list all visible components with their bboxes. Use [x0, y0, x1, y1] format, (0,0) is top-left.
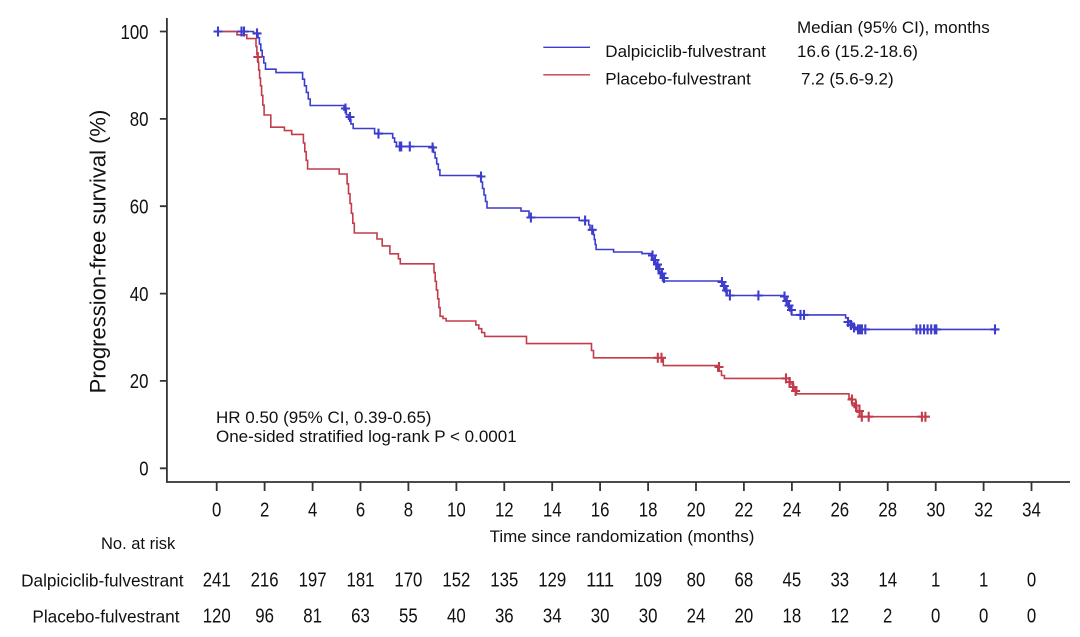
svg-text:16.6 (15.2-18.6): 16.6 (15.2-18.6) — [797, 42, 918, 61]
svg-text:4: 4 — [308, 500, 317, 522]
svg-text:40: 40 — [447, 605, 466, 627]
svg-text:60: 60 — [130, 197, 149, 219]
svg-text:6: 6 — [356, 500, 365, 522]
svg-text:12: 12 — [830, 605, 849, 627]
svg-text:8: 8 — [404, 500, 413, 522]
svg-text:55: 55 — [399, 605, 418, 627]
svg-text:135: 135 — [490, 569, 518, 591]
svg-text:34: 34 — [543, 605, 562, 627]
svg-text:40: 40 — [130, 284, 149, 306]
svg-text:152: 152 — [442, 569, 470, 591]
svg-text:Placebo-fulvestrant: Placebo-fulvestrant — [605, 69, 751, 88]
svg-text:0: 0 — [931, 605, 940, 627]
svg-text:2: 2 — [883, 605, 892, 627]
svg-text:Time since randomization (mont: Time since randomization (months) — [490, 527, 755, 546]
svg-text:Dalpiciclib-fulvestrant: Dalpiciclib-fulvestrant — [21, 571, 184, 591]
svg-text:0: 0 — [979, 605, 988, 627]
svg-text:26: 26 — [830, 500, 849, 522]
svg-text:1: 1 — [979, 569, 988, 591]
svg-text:30: 30 — [926, 500, 945, 522]
svg-text:0: 0 — [139, 459, 148, 481]
svg-text:14: 14 — [878, 569, 897, 591]
svg-text:30: 30 — [591, 605, 610, 627]
svg-text:100: 100 — [121, 22, 149, 44]
svg-text:68: 68 — [735, 569, 754, 591]
svg-text:30: 30 — [639, 605, 658, 627]
svg-text:120: 120 — [203, 605, 231, 627]
svg-text:Progression-free survival (%): Progression-free survival (%) — [86, 110, 111, 394]
svg-text:1: 1 — [931, 569, 940, 591]
svg-text:18: 18 — [783, 605, 802, 627]
svg-text:HR 0.50 (95% CI, 0.39-0.65): HR 0.50 (95% CI, 0.39-0.65) — [216, 408, 431, 427]
svg-text:32: 32 — [974, 500, 993, 522]
svg-text:109: 109 — [634, 569, 662, 591]
svg-text:22: 22 — [735, 500, 754, 522]
svg-text:18: 18 — [639, 500, 658, 522]
svg-text:10: 10 — [447, 500, 466, 522]
svg-text:45: 45 — [783, 569, 802, 591]
svg-text:63: 63 — [351, 605, 370, 627]
svg-text:24: 24 — [687, 605, 706, 627]
svg-text:Placebo-fulvestrant: Placebo-fulvestrant — [32, 606, 179, 626]
svg-text:170: 170 — [394, 569, 422, 591]
svg-text:80: 80 — [687, 569, 706, 591]
svg-text:0: 0 — [1027, 569, 1036, 591]
svg-text:129: 129 — [538, 569, 566, 591]
svg-text:0: 0 — [212, 500, 221, 522]
svg-text:0: 0 — [1027, 605, 1036, 627]
svg-text:81: 81 — [303, 605, 322, 627]
svg-text:20: 20 — [735, 605, 754, 627]
svg-text:241: 241 — [203, 569, 231, 591]
svg-text:28: 28 — [878, 500, 897, 522]
svg-text:Median (95% CI), months: Median (95% CI), months — [797, 18, 990, 37]
svg-text:14: 14 — [543, 500, 562, 522]
svg-text:20: 20 — [687, 500, 706, 522]
svg-text:No. at risk: No. at risk — [101, 535, 176, 553]
svg-text:24: 24 — [783, 500, 802, 522]
svg-text:111: 111 — [586, 569, 614, 591]
svg-text:80: 80 — [130, 109, 149, 131]
svg-text:96: 96 — [255, 605, 274, 627]
svg-text:36: 36 — [495, 605, 514, 627]
svg-text:Dalpiciclib-fulvestrant: Dalpiciclib-fulvestrant — [605, 42, 766, 61]
svg-text:34: 34 — [1022, 500, 1041, 522]
svg-text:197: 197 — [299, 569, 327, 591]
svg-text:16: 16 — [591, 500, 610, 522]
svg-text:7.2 (5.6-9.2): 7.2 (5.6-9.2) — [801, 69, 894, 88]
svg-text:33: 33 — [830, 569, 849, 591]
svg-text:181: 181 — [347, 569, 375, 591]
svg-text:One-sided stratified log-rank: One-sided stratified log-rank P < 0.0001 — [216, 427, 517, 446]
svg-text:20: 20 — [130, 371, 149, 393]
svg-text:12: 12 — [495, 500, 514, 522]
svg-text:2: 2 — [260, 500, 269, 522]
svg-text:216: 216 — [251, 569, 279, 591]
